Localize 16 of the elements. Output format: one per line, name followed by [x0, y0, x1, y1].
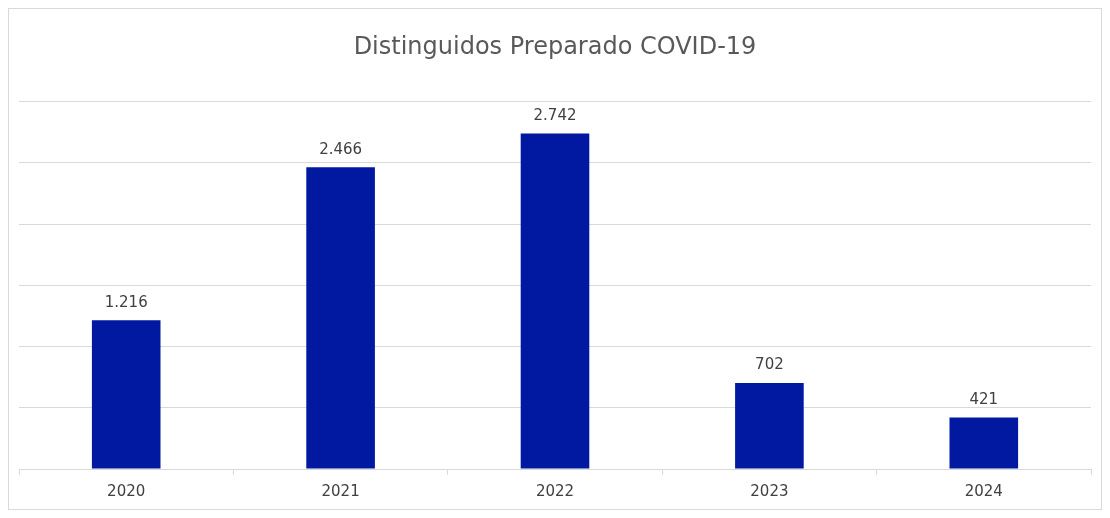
bar [949, 417, 1019, 469]
x-tick-label: 2022 [535, 481, 575, 500]
x-tick-label: 2023 [750, 481, 789, 500]
chart-title: Distinguidos Preparado COVID-19 [353, 31, 757, 60]
bar [520, 133, 590, 469]
data-label: 702 [755, 355, 784, 374]
data-label: 421 [969, 389, 999, 408]
bar [91, 320, 161, 469]
x-tick-label: 2024 [964, 481, 1003, 500]
data-label: 2.742 [533, 105, 577, 124]
x-tick-label: 2021 [321, 481, 360, 500]
bar [735, 383, 804, 469]
data-label: 1.216 [104, 292, 148, 311]
x-tick-label: 2020 [107, 481, 146, 500]
data-label: 2.466 [319, 139, 363, 158]
bar [306, 167, 375, 469]
